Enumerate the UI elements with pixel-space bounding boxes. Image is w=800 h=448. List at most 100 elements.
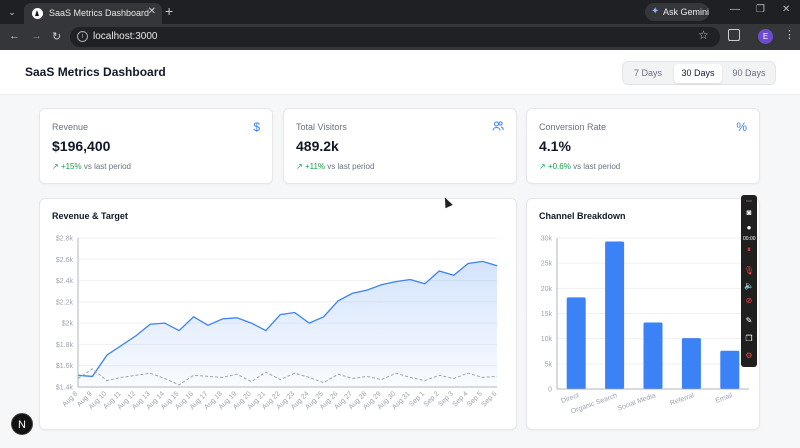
dashboard-page: SaaS Metrics Dashboard 7 Days 30 Days 90… — [0, 50, 800, 448]
x-tick-label: Sep 1 — [408, 390, 426, 408]
kpi-label: Revenue — [52, 122, 89, 132]
kpi-trend: ↗ +15% vs last period — [52, 162, 131, 171]
bookmark-star-icon[interactable]: ☆ — [698, 28, 709, 42]
y-tick-label: $2.6k — [56, 257, 74, 264]
target-line — [77, 368, 498, 386]
x-tick-label: Referral — [669, 392, 695, 407]
new-tab-button[interactable]: + — [165, 3, 174, 19]
close-window-icon[interactable]: ✕ — [782, 4, 791, 15]
y-tick-label: 20k — [541, 286, 553, 293]
y-tick-label: $2.2k — [56, 299, 74, 306]
camera-icon[interactable]: ◙ — [746, 208, 752, 217]
reload-icon[interactable]: ↻ — [52, 31, 62, 43]
revenue-area — [78, 261, 497, 387]
y-tick-label: 15k — [541, 311, 553, 318]
users-icon — [492, 120, 504, 135]
y-tick-label: $2.4k — [56, 278, 74, 285]
kpi-delta: +11% — [304, 162, 326, 171]
drag-handle-icon[interactable]: ⋯ — [746, 199, 752, 205]
dashboard-header: SaaS Metrics Dashboard 7 Days 30 Days 90… — [0, 50, 800, 95]
recorder-toolbar: ⋯ ◙ ● 00:00 ⏸ 🎙 🔈 ⊘ ✎ ❐ ⚙ — [741, 195, 757, 367]
x-tick-label: Sep 3 — [437, 390, 455, 408]
x-tick-label: Aug 8 — [62, 390, 80, 408]
y-tick-label: $1.8k — [56, 342, 74, 349]
url-text: localhost:3000 — [93, 31, 158, 42]
y-tick-label: 10k — [541, 336, 553, 343]
close-tab-icon[interactable]: ✕ — [147, 6, 156, 17]
revenue-line — [77, 260, 498, 378]
kpi-value: $196,400 — [52, 138, 111, 154]
settings-icon[interactable]: ⚙ — [745, 351, 753, 360]
channel-chart-card: Channel Breakdown 0 5k 10k 15k 20k 25k 30k Dire… — [526, 198, 760, 430]
ask-gemini-label: Ask Gemini — [663, 7, 710, 17]
y-tick-label: 25k — [541, 261, 553, 268]
browser-tab-bar: ⌄ SaaS Metrics Dashboard ✕ + ✦ Ask Gemin… — [0, 0, 800, 24]
chart-title: Revenue & Target — [52, 211, 128, 221]
nextjs-badge[interactable]: N — [11, 413, 33, 435]
dollar-icon: $ — [253, 120, 260, 134]
trend-up-icon: ↗ — [296, 162, 305, 171]
revenue-chart-card: Revenue & Target $1.4k $1.6k $1.8k $2k $2.2k… — [39, 198, 517, 430]
bar — [643, 322, 663, 389]
record-icon[interactable]: ● — [746, 223, 752, 232]
y-tick-label: $1.4k — [56, 385, 74, 392]
browser-tab[interactable]: SaaS Metrics Dashboard ✕ — [24, 3, 162, 24]
microphone-icon[interactable]: 🎙 — [743, 266, 755, 275]
conversion-card: Conversion Rate 4.1% ↗ +0.6% vs last per… — [526, 108, 760, 184]
profile-avatar[interactable]: E — [758, 29, 773, 44]
range-90-days-button[interactable]: 90 Days — [732, 68, 766, 78]
menu-icon[interactable]: ⋮ — [784, 29, 795, 41]
x-tick-label: Sep 2 — [423, 390, 441, 408]
kpi-delta: +0.6% — [547, 162, 571, 171]
y-tick-label: 5k — [545, 361, 553, 368]
y-tick-label: 0 — [548, 387, 552, 394]
kpi-delta: +15% — [60, 162, 82, 171]
x-tick-label: Sep 5 — [466, 390, 484, 408]
bar — [720, 350, 740, 389]
url-input[interactable]: i localhost:3000 — [70, 27, 720, 47]
kpi-suffix: vs last period — [83, 162, 131, 171]
timer-label: 00:00 — [743, 236, 756, 242]
kpi-value: 4.1% — [539, 138, 571, 154]
windows-icon[interactable]: ❐ — [745, 334, 753, 343]
bar — [681, 338, 701, 389]
minimize-icon[interactable]: — — [730, 4, 740, 15]
trend-up-icon: ↗ — [52, 162, 61, 171]
revenue-card: Revenue $196,400 ↗ +15% vs last period $ — [39, 108, 273, 184]
x-tick-label: Social Media — [617, 392, 657, 412]
x-tick-label: Email — [715, 392, 734, 405]
range-30-days-button[interactable]: 30 Days — [674, 64, 722, 83]
back-icon[interactable]: ← — [9, 30, 20, 42]
x-tick-label: Sep 6 — [481, 390, 499, 408]
site-info-icon[interactable]: i — [77, 31, 88, 42]
kpi-label: Conversion Rate — [539, 122, 607, 132]
pen-icon[interactable]: ✎ — [745, 316, 753, 325]
y-tick-label: $2k — [62, 321, 74, 328]
address-bar: ← → ↻ i localhost:3000 ☆ E ⋮ — [0, 24, 800, 50]
y-tick-label: 30k — [541, 236, 553, 243]
restore-icon[interactable]: ❐ — [756, 4, 765, 15]
kpi-suffix: vs last period — [327, 162, 375, 171]
bar — [566, 297, 586, 389]
range-7-days-button[interactable]: 7 Days — [633, 68, 662, 78]
y-tick-label: $2.8k — [56, 236, 74, 243]
no-camera-icon[interactable]: ⊘ — [745, 296, 753, 305]
trend-up-icon: ↗ — [539, 162, 548, 171]
x-tick-label: Direct — [560, 392, 580, 405]
speaker-icon[interactable]: 🔈 — [744, 281, 754, 290]
tab-search-icon[interactable]: ⌄ — [8, 7, 16, 17]
tab-title: SaaS Metrics Dashboard — [49, 8, 150, 18]
forward-icon[interactable]: → — [31, 30, 42, 42]
date-range-selector: 7 Days 30 Days 90 Days — [622, 61, 776, 85]
pause-icon[interactable]: ⏸ — [747, 245, 751, 254]
kpi-trend: ↗ +11% vs last period — [296, 162, 374, 171]
sparkle-icon: ✦ — [651, 6, 660, 17]
ask-gemini-button[interactable]: ✦ Ask Gemini — [645, 3, 709, 21]
extensions-icon[interactable] — [728, 29, 740, 41]
y-tick-label: $1.6k — [56, 363, 74, 370]
page-title: SaaS Metrics Dashboard — [25, 65, 166, 79]
kpi-suffix: vs last period — [573, 162, 621, 171]
visitors-card: Total Visitors 489.2k ↗ +11% vs last per… — [283, 108, 517, 184]
kpi-trend: ↗ +0.6% vs last period — [539, 162, 620, 171]
